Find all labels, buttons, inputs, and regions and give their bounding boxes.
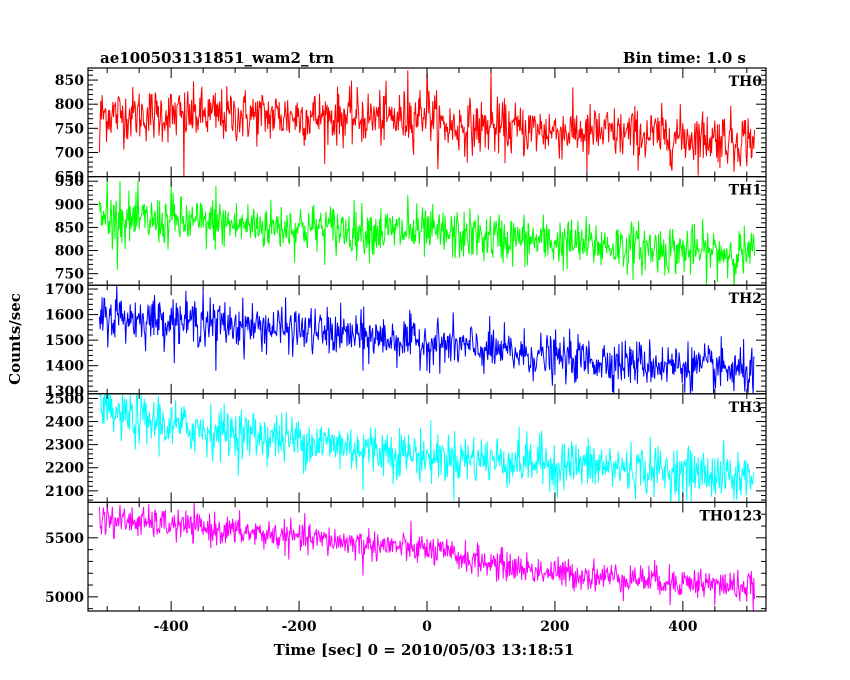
panel-label: TH3 xyxy=(729,400,762,416)
y-axis-label: Counts/sec xyxy=(6,293,24,385)
y-tick-label: 2200 xyxy=(45,461,84,477)
y-tick-label: 750 xyxy=(55,267,84,283)
panel-label: TH2 xyxy=(729,291,762,307)
panels-group: 650 700 750 800 850 TH0 750 800 850 900 950 TH1 1300… xyxy=(45,67,767,612)
y-tick-label: 2300 xyxy=(45,438,84,454)
y-tick-label: 900 xyxy=(55,197,84,213)
y-tick-label: 2400 xyxy=(45,415,84,431)
y-tick-label: 2500 xyxy=(45,391,84,407)
y-tick-label: 800 xyxy=(55,244,84,260)
y-tick-label: 1500 xyxy=(45,333,84,349)
panel-frame xyxy=(87,393,767,503)
panel-label: TH0 xyxy=(729,74,763,90)
y-tick-label: 700 xyxy=(55,145,84,161)
y-tick-label: 750 xyxy=(55,121,84,137)
y-tick-label: 5000 xyxy=(45,590,84,606)
series-line-th0123 xyxy=(99,502,755,611)
panel-th0123: 5000 5500 TH0123 xyxy=(45,501,767,612)
panel-label: TH0123 xyxy=(699,508,762,524)
x-tick-label: -400 xyxy=(154,619,189,635)
x-axis-label: Time [sec] 0 = 2010/05/03 13:18:51 xyxy=(274,641,575,659)
x-axis: -400 -200 0 200 400 xyxy=(154,619,698,635)
y-tick-label: 1300 xyxy=(45,384,84,400)
x-tick-label: -200 xyxy=(282,619,317,635)
panel-th0: 650 700 750 800 850 TH0 xyxy=(55,67,767,186)
series-line-th3 xyxy=(99,393,755,503)
y-tick-label: 5500 xyxy=(45,531,84,547)
x-tick-label: 200 xyxy=(540,619,569,635)
panel-frame xyxy=(87,501,767,612)
panel-th3: 2100 2200 2300 2400 2500 TH3 xyxy=(45,391,767,503)
x-tick-label: 400 xyxy=(668,619,697,635)
series-line-th0 xyxy=(99,68,755,177)
y-tick-label: 2100 xyxy=(45,484,84,500)
y-tick-label: 850 xyxy=(55,220,84,236)
bin-time-label: Bin time: 1.0 s xyxy=(623,49,746,67)
series-line-th2 xyxy=(99,285,755,394)
y-tick-label: 1600 xyxy=(45,308,84,324)
panel-th1: 750 800 850 900 950 TH1 xyxy=(55,174,767,286)
y-tick-label: 1700 xyxy=(45,282,84,298)
series-line-th1 xyxy=(99,178,755,286)
chart-title: ae100503131851_wam2_trn xyxy=(100,49,334,67)
y-tick-label: 1400 xyxy=(45,359,84,375)
y-tick-label: 800 xyxy=(55,97,84,113)
y-tick-label: 950 xyxy=(55,174,84,190)
y-tick-label: 650 xyxy=(55,170,84,186)
x-tick-label: 0 xyxy=(422,619,432,635)
panel-th2: 1300 1400 1500 1600 1700 TH2 xyxy=(45,282,767,400)
panel-label: TH1 xyxy=(729,183,762,199)
panel-frame xyxy=(87,284,767,395)
y-tick-label: 850 xyxy=(55,73,84,89)
